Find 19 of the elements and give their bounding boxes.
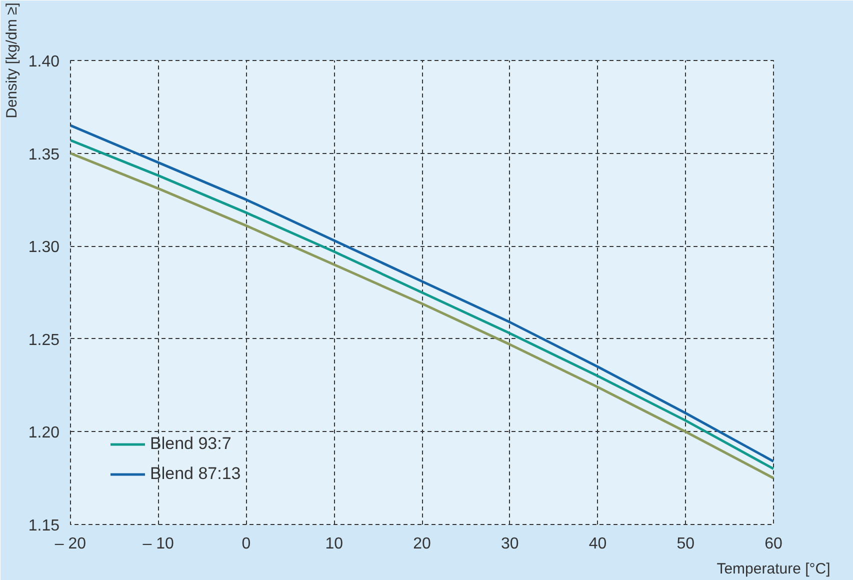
x-tick-label: 10	[325, 536, 344, 552]
x-tick-label: 40	[588, 536, 607, 552]
y-tick-label: 1.15	[28, 518, 60, 534]
x-axis-title: Temperature [°C]	[716, 560, 830, 578]
x-tick-label: 0	[242, 536, 251, 552]
y-tick-label: 1.25	[28, 332, 60, 349]
y-tick-label: 1.35	[28, 146, 60, 164]
legend-label: Blend 93:7	[150, 434, 232, 454]
x-tick-label: – 20	[54, 536, 86, 552]
x-tick-label: 60	[764, 536, 782, 552]
y-axis-title: Density [kg/dm ≥]	[3, 2, 20, 118]
legend-label: Blend 87:13	[150, 464, 241, 484]
x-tick-label: 50	[676, 536, 695, 552]
x-tick-label: – 10	[142, 536, 174, 552]
x-tick-label: 30	[500, 536, 519, 552]
y-tick-label: 1.30	[28, 239, 60, 256]
y-tick-label: 1.20	[28, 424, 60, 442]
y-tick-label: 1.40	[28, 54, 60, 70]
x-tick-label: 20	[413, 536, 431, 552]
